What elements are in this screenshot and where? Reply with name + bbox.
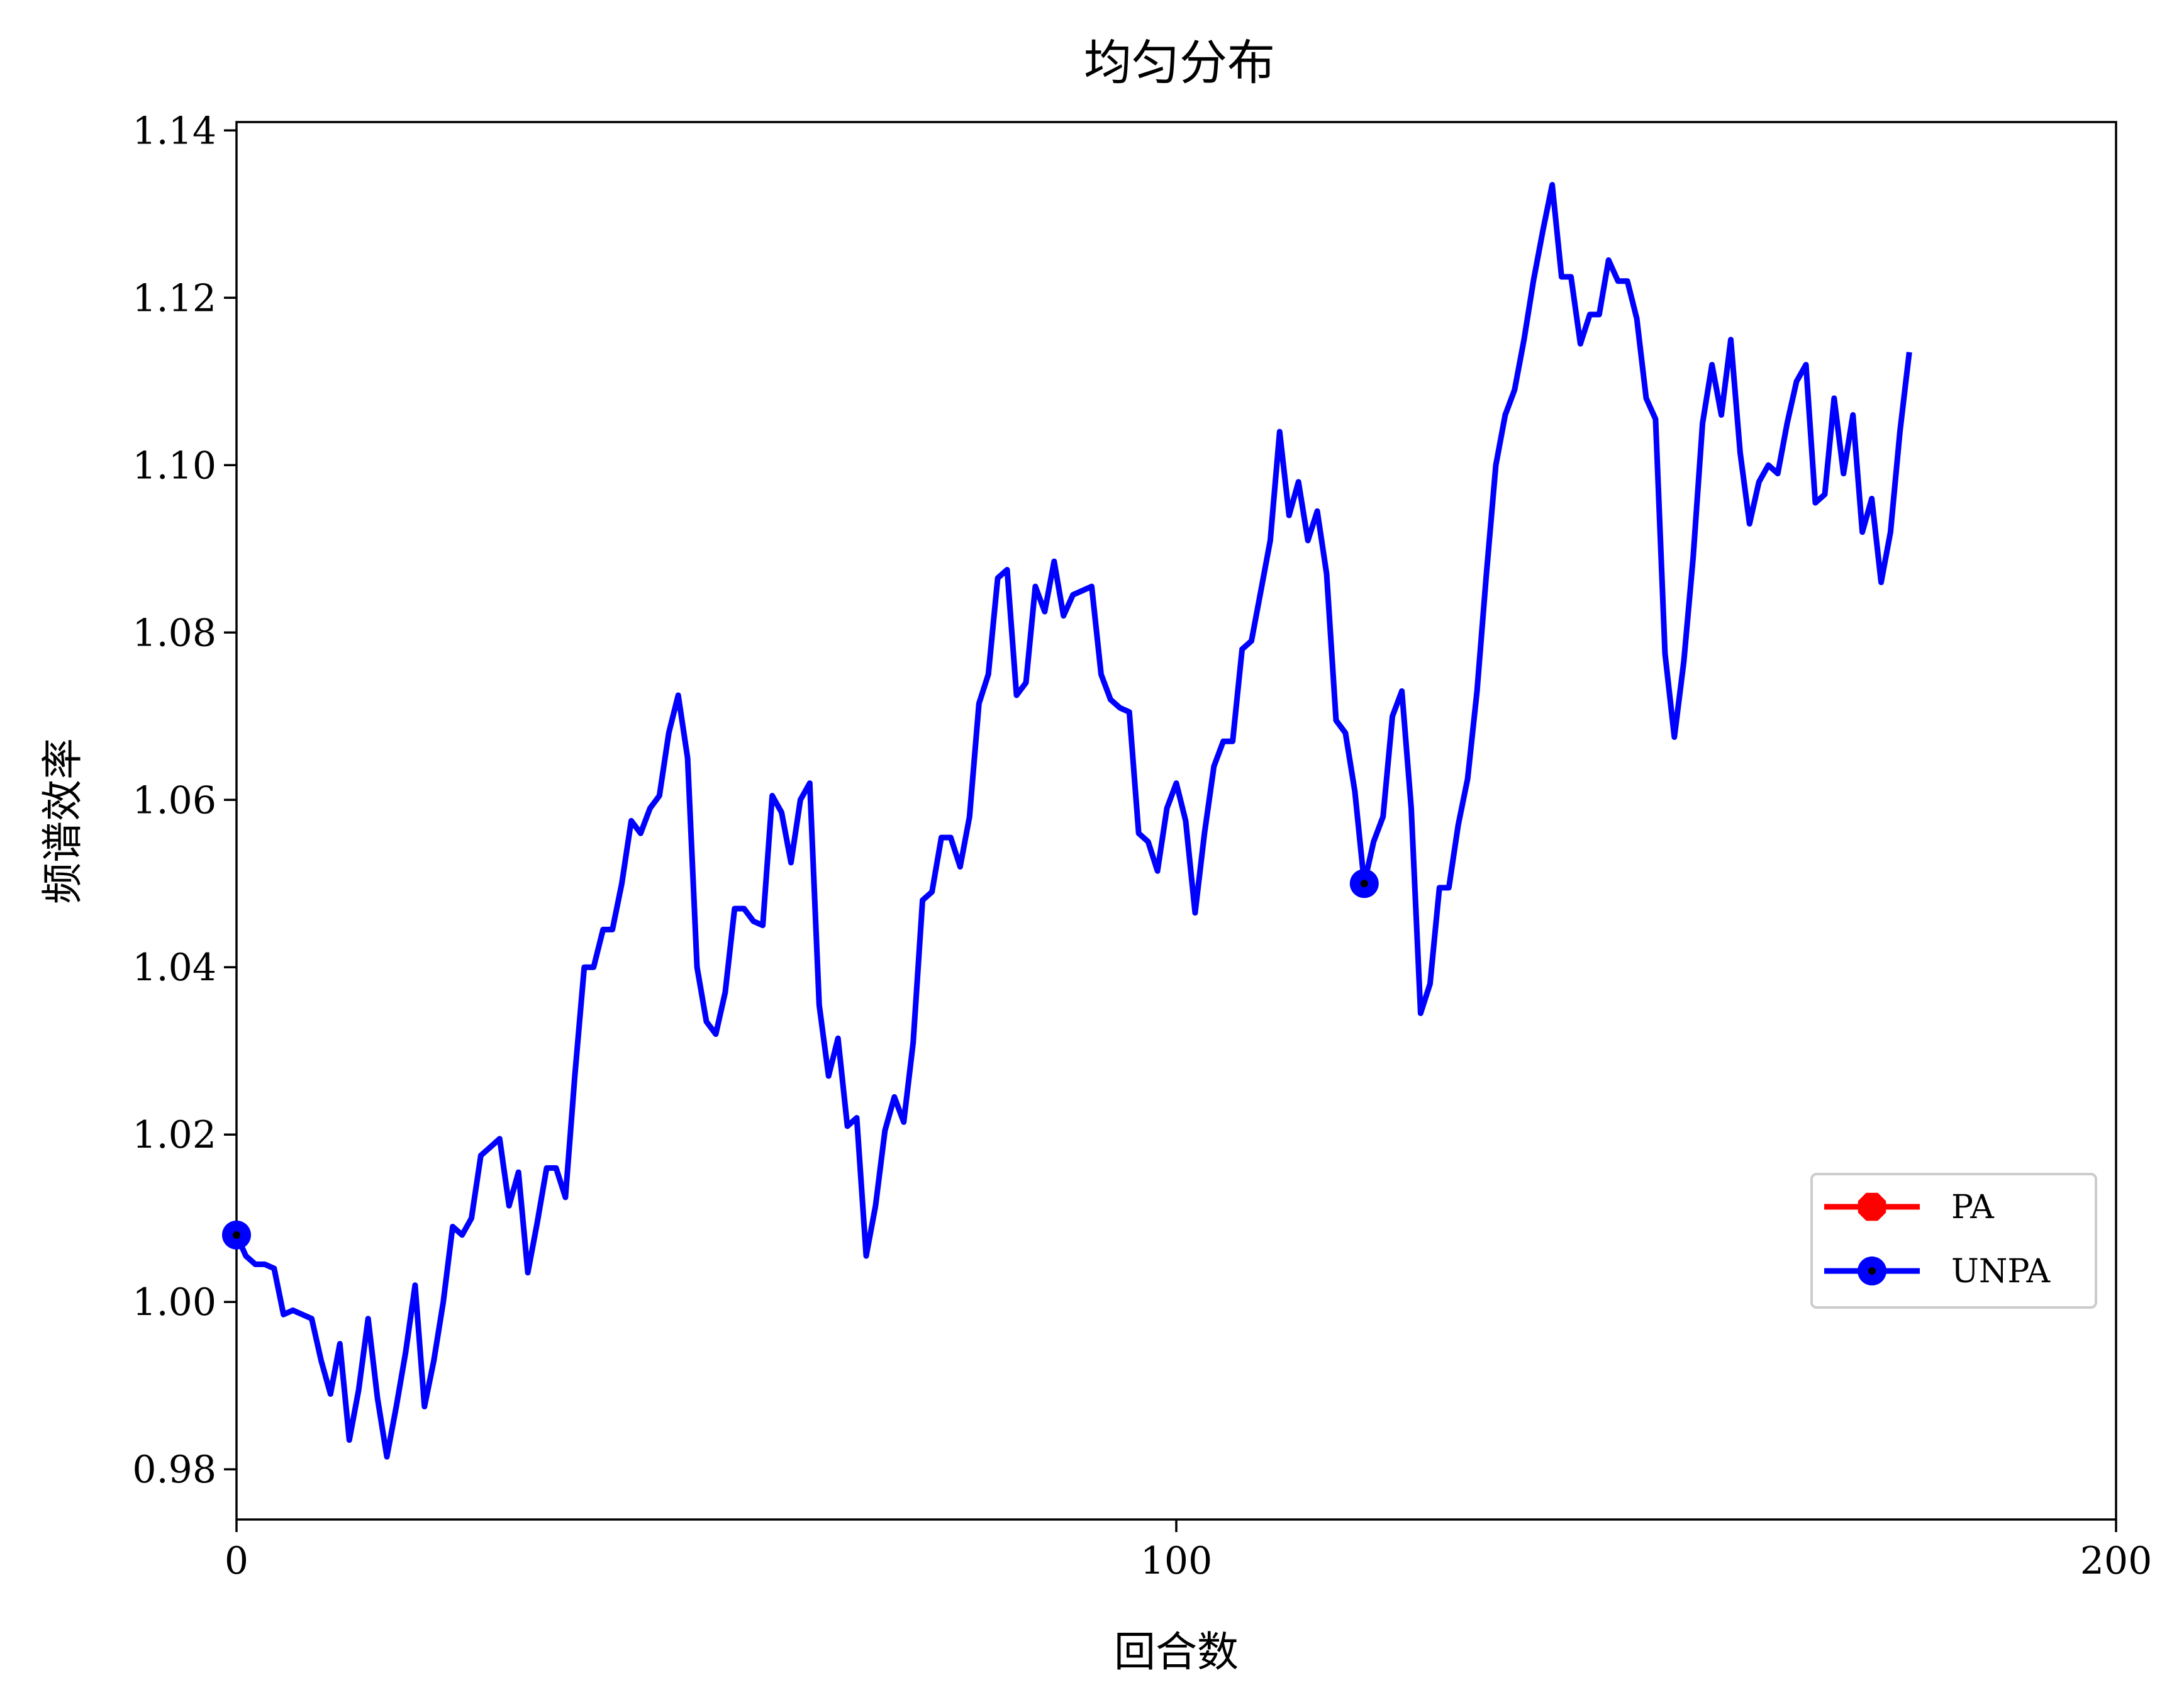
x-axis-label: 回合数 [1114,1628,1239,1676]
y-tick-label: 1.14 [132,109,216,153]
x-tick-label: 100 [1140,1539,1213,1583]
legend: PA UNPA [1810,1173,2097,1309]
legend-label-pa: PA [1951,1189,1995,1226]
y-axis-label: 频谱效率 [38,738,87,904]
y-tick-label: 1.06 [132,778,216,822]
legend-marker-center [1868,1267,1876,1275]
x-axis: 0 100 200 [225,1520,2152,1583]
y-tick-label: 1.00 [132,1280,216,1324]
chart-title: 均匀分布 [1084,35,1275,91]
legend-marker-pa [1858,1192,1886,1221]
legend-label-unpa: UNPA [1951,1253,2051,1290]
series-marker-center [233,1231,240,1239]
y-tick-label: 1.12 [132,276,216,320]
y-tick-label: 1.08 [132,611,216,655]
y-tick-label: 1.04 [132,946,216,990]
series-layer [222,182,1912,1460]
x-tick-label: 200 [2080,1539,2153,1583]
y-tick-label: 1.02 [132,1113,216,1157]
y-tick-label: 0.98 [132,1448,216,1492]
x-tick-label: 0 [225,1539,248,1583]
y-tick-label: 1.10 [132,444,216,488]
series-line-unpa [233,182,1912,1460]
series-marker-center [1360,880,1368,888]
y-axis: 0.98 1.00 1.02 1.04 1.06 1.08 1.10 1.12 1.14 [132,109,237,1492]
